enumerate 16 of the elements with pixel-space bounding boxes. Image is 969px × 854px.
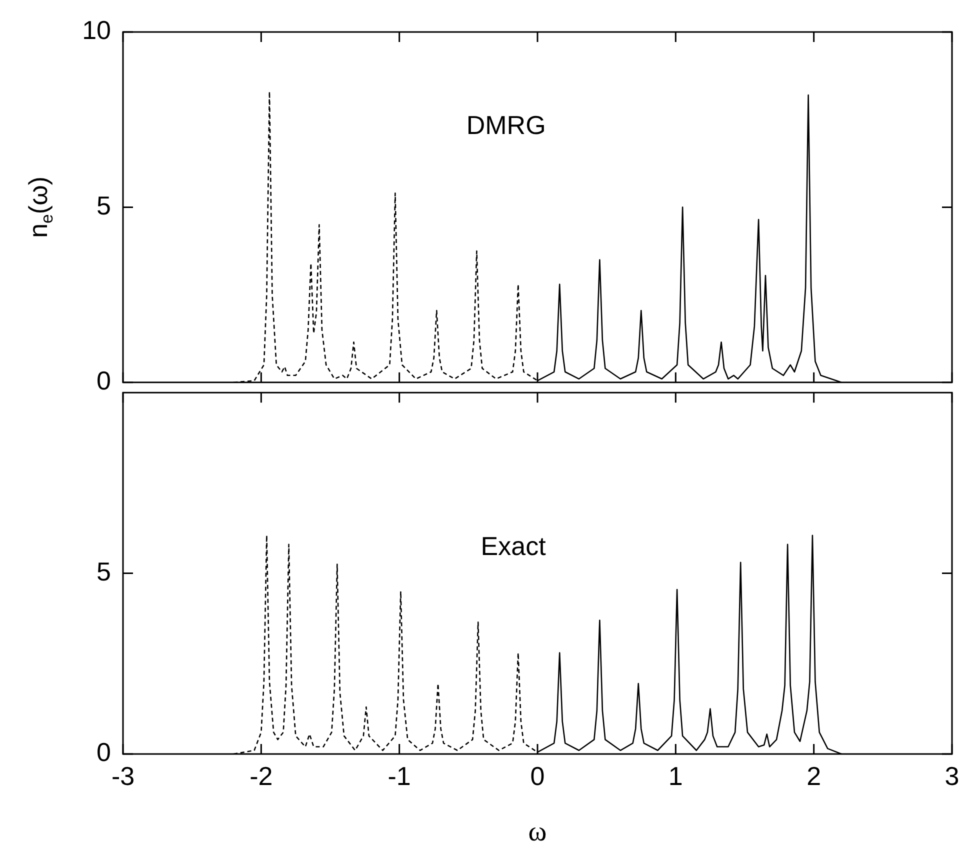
x-tick-label: -1 — [388, 760, 411, 791]
x-tick-label: 0 — [530, 760, 545, 791]
y-tick-label: 5 — [96, 556, 111, 586]
x-tick-label: 3 — [944, 760, 960, 791]
y-tick-label: 10 — [82, 15, 111, 46]
x-tick-label: -3 — [111, 760, 135, 791]
annotation: DMRG — [466, 110, 546, 140]
y-tick-label: 5 — [96, 190, 111, 220]
y-axis-title: ne(ω) — [23, 176, 56, 238]
x-tick-label: 1 — [668, 760, 683, 791]
x-axis-title: ω — [528, 816, 547, 848]
y-tick-label: 0 — [96, 366, 111, 396]
x-tick-label: 2 — [806, 760, 822, 791]
y-tick-label: 0 — [96, 737, 111, 768]
x-tick-label: -2 — [250, 760, 273, 791]
annotation: Exact — [480, 531, 547, 562]
